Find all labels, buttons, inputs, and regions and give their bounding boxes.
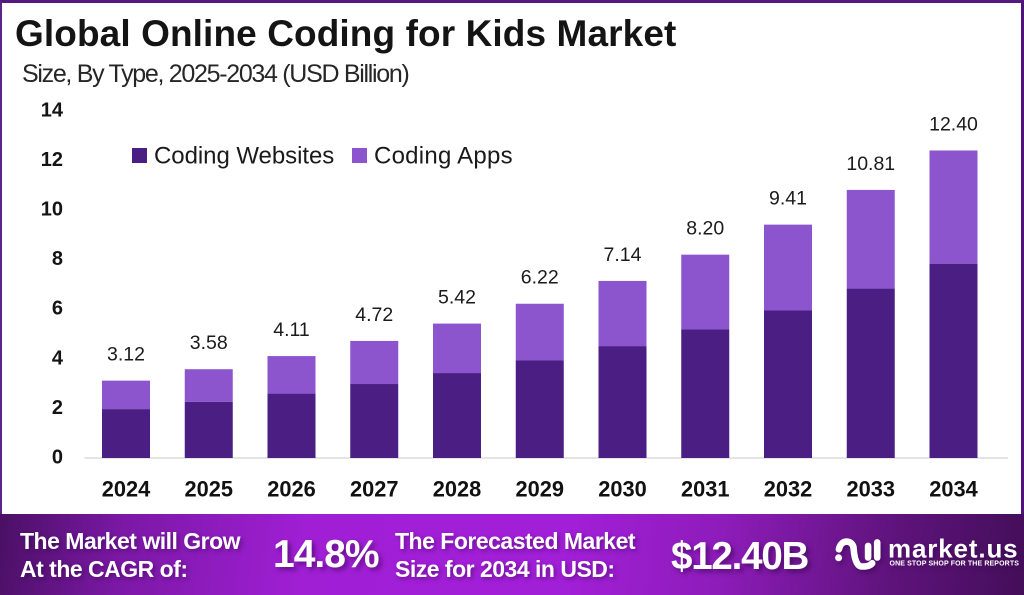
svg-text:9.41: 9.41 bbox=[769, 188, 807, 210]
svg-text:2033: 2033 bbox=[847, 477, 896, 502]
svg-text:2025: 2025 bbox=[185, 477, 234, 502]
svg-text:2024: 2024 bbox=[102, 477, 151, 502]
svg-text:ONE STOP SHOP FOR THE REPORTS: ONE STOP SHOP FOR THE REPORTS bbox=[890, 560, 1020, 567]
svg-text:4: 4 bbox=[52, 347, 64, 369]
svg-text:2027: 2027 bbox=[350, 477, 399, 502]
svg-text:6: 6 bbox=[52, 298, 63, 320]
svg-text:3.58: 3.58 bbox=[190, 332, 228, 354]
svg-text:7.14: 7.14 bbox=[604, 244, 642, 266]
svg-text:2: 2 bbox=[52, 397, 63, 419]
svg-text:5.42: 5.42 bbox=[438, 287, 476, 309]
svg-text:2028: 2028 bbox=[433, 477, 482, 502]
svg-text:2031: 2031 bbox=[681, 477, 730, 502]
svg-text:8.20: 8.20 bbox=[686, 218, 724, 240]
svg-text:Coding Apps: Coding Apps bbox=[374, 143, 513, 170]
svg-text:2034: 2034 bbox=[929, 477, 978, 502]
svg-text:8: 8 bbox=[52, 248, 63, 270]
svg-text:2029: 2029 bbox=[516, 477, 565, 502]
svg-text:10.81: 10.81 bbox=[846, 153, 895, 175]
svg-text:Coding Websites: Coding Websites bbox=[154, 143, 334, 170]
svg-text:2030: 2030 bbox=[598, 477, 647, 502]
svg-text:2026: 2026 bbox=[267, 477, 316, 502]
svg-text:2032: 2032 bbox=[764, 477, 813, 502]
svg-text:4.72: 4.72 bbox=[355, 304, 393, 326]
svg-text:market.us: market.us bbox=[888, 533, 1019, 563]
svg-text:6.22: 6.22 bbox=[521, 267, 559, 289]
svg-text:0: 0 bbox=[52, 447, 63, 469]
svg-text:3.12: 3.12 bbox=[107, 344, 145, 366]
svg-text:12.40: 12.40 bbox=[929, 113, 978, 135]
svg-text:14: 14 bbox=[41, 99, 64, 121]
svg-text:10: 10 bbox=[41, 199, 63, 221]
svg-text:12: 12 bbox=[41, 149, 63, 171]
svg-text:4.11: 4.11 bbox=[273, 319, 310, 341]
